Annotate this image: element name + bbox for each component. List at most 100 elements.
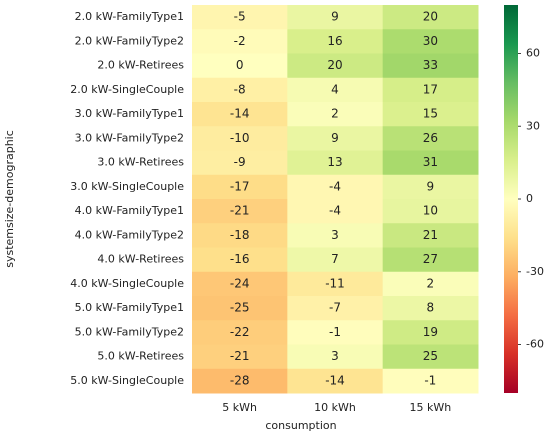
heatmap-cell xyxy=(192,247,288,273)
cell-label: 3 xyxy=(331,349,339,363)
cell-label: 4 xyxy=(331,82,339,96)
cell-label: -22 xyxy=(230,325,250,339)
y-axis-label: systemsize-demographic xyxy=(3,130,16,268)
heatmap-cell xyxy=(192,102,288,127)
cell-label: 7 xyxy=(331,252,339,266)
colorbar xyxy=(504,5,518,393)
heatmap-cell xyxy=(382,150,479,176)
cell-label: 8 xyxy=(427,301,435,315)
x-axis-label: consumption xyxy=(265,419,336,432)
heatmap-cell xyxy=(382,5,479,30)
cell-label: -1 xyxy=(329,325,341,339)
cell-label: 2 xyxy=(331,107,339,121)
y-tick-label: 4.0 kW-SingleCouple xyxy=(70,277,184,290)
x-tick-label: 10 kWh xyxy=(314,401,356,414)
heatmap-cell xyxy=(287,150,384,176)
heatmap-cell xyxy=(287,271,384,297)
heatmap-cell xyxy=(192,320,288,345)
heatmap-cell xyxy=(192,5,288,30)
heatmap-cell xyxy=(382,126,479,151)
cell-label: -11 xyxy=(325,276,345,290)
heatmap-cell xyxy=(192,368,288,394)
cell-label: 3 xyxy=(331,228,339,242)
colorbar-tick-label: 30 xyxy=(526,119,540,132)
cell-label: 30 xyxy=(423,34,438,48)
cell-label: 16 xyxy=(327,34,342,48)
heatmap-cell xyxy=(382,29,479,54)
cell-label: 33 xyxy=(423,58,438,72)
heatmap-cell xyxy=(382,223,479,248)
cell-label: -7 xyxy=(329,301,341,315)
cell-label: -18 xyxy=(230,228,250,242)
heatmap-cell xyxy=(382,296,479,321)
heatmap-cell xyxy=(287,102,384,127)
heatmap-cell xyxy=(287,199,384,224)
heatmap-cell xyxy=(287,174,384,200)
heatmap-cell xyxy=(192,53,288,79)
y-tick-label: 2.0 kW-SingleCouple xyxy=(70,83,184,96)
cell-label: -17 xyxy=(230,179,250,193)
heatmap-cell xyxy=(192,199,288,224)
heatmap-cell xyxy=(382,102,479,127)
x-tick-label: 5 kWh xyxy=(222,401,257,414)
heatmap-cell xyxy=(192,29,288,54)
heatmap-cell xyxy=(287,296,384,321)
heatmap-cell xyxy=(382,320,479,345)
cell-label: -24 xyxy=(230,276,250,290)
cell-label: -16 xyxy=(230,252,250,266)
heatmap-cell xyxy=(192,126,288,151)
heatmap-cell xyxy=(192,77,288,103)
cell-label: 9 xyxy=(427,179,435,193)
colorbar-tick-label: -30 xyxy=(526,265,544,278)
cell-label: -25 xyxy=(230,301,250,315)
heatmap-cell xyxy=(287,320,384,345)
heatmap-cell xyxy=(192,271,288,297)
cell-label: 9 xyxy=(331,10,339,24)
cell-label: -4 xyxy=(329,179,341,193)
y-tick-label: 3.0 kW-FamilyType2 xyxy=(75,131,184,144)
cell-label: -5 xyxy=(234,10,246,24)
y-tick-label: 5.0 kW-SingleCouple xyxy=(70,374,184,387)
heatmap-cell xyxy=(287,29,384,54)
y-tick-label: 3.0 kW-Retirees xyxy=(97,156,184,169)
colorbar-tick-label: -60 xyxy=(526,338,544,351)
cell-label: 0 xyxy=(236,58,244,72)
y-tick-label: 5.0 kW-Retirees xyxy=(97,350,184,363)
y-tick-label: 5.0 kW-FamilyType1 xyxy=(75,301,184,314)
heatmap-cell xyxy=(287,368,384,394)
heatmap-cell xyxy=(382,247,479,273)
y-tick-label: 2.0 kW-FamilyType1 xyxy=(75,10,184,23)
heatmap-cell xyxy=(287,126,384,151)
cell-label: 9 xyxy=(331,131,339,145)
cell-label: -14 xyxy=(325,373,345,387)
cell-label: 31 xyxy=(423,155,438,169)
heatmap-cell xyxy=(287,223,384,248)
cell-label: -28 xyxy=(230,373,250,387)
y-tick-label: 3.0 kW-FamilyType1 xyxy=(75,107,184,120)
cell-label: -21 xyxy=(230,349,250,363)
heatmap-cell xyxy=(192,150,288,176)
heatmap-cell xyxy=(192,223,288,248)
cell-label: 20 xyxy=(327,58,342,72)
y-tick-label: 4.0 kW-Retirees xyxy=(97,253,184,266)
cell-label: 17 xyxy=(423,82,438,96)
colorbar-tick-label: 0 xyxy=(526,192,533,205)
y-tick-label: 5.0 kW-FamilyType2 xyxy=(75,325,184,338)
cell-label: 26 xyxy=(423,131,438,145)
cell-label: -14 xyxy=(230,107,250,121)
y-tick-label: 4.0 kW-FamilyType2 xyxy=(75,228,184,241)
cell-label: 10 xyxy=(423,204,438,218)
heatmap-cell xyxy=(287,5,384,30)
y-tick-label: 2.0 kW-Retirees xyxy=(97,59,184,72)
heatmap-cell xyxy=(382,199,479,224)
heatmap-cell xyxy=(192,344,288,370)
cell-label: -10 xyxy=(230,131,250,145)
cell-label: -4 xyxy=(329,204,341,218)
cell-label: -1 xyxy=(424,373,436,387)
cell-label: 27 xyxy=(423,252,438,266)
cell-label: -21 xyxy=(230,204,250,218)
x-tick-label: 15 kWh xyxy=(409,401,451,414)
cell-label: 13 xyxy=(327,155,342,169)
heatmap-cell xyxy=(287,77,384,103)
